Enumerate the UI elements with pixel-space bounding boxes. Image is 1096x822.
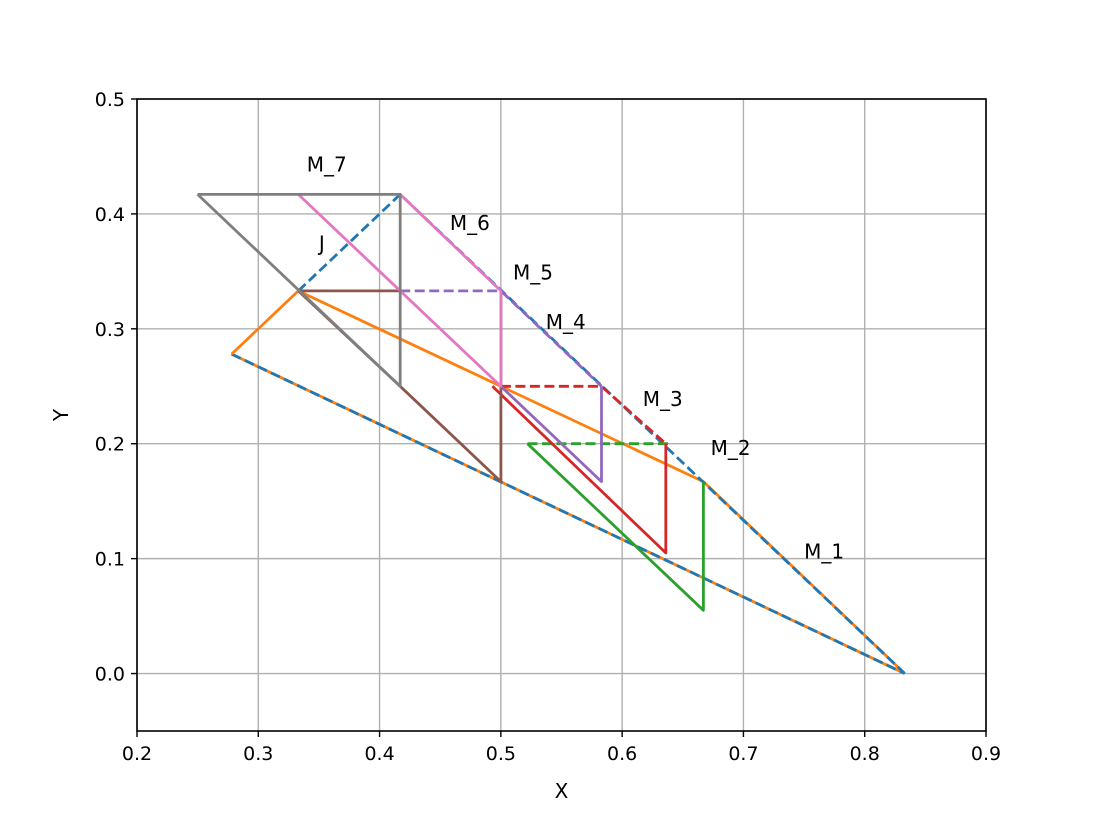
y-tick-label: 0.0 [95, 664, 125, 686]
series-line-8 [500, 384, 667, 445]
x-tick-label: 0.4 [364, 743, 394, 765]
series-line-10 [400, 289, 603, 388]
plot-frame [136, 98, 987, 732]
ticks [131, 98, 987, 737]
annotation-label: M_7 [307, 152, 347, 176]
annotations: M_1 M_2 M_3 M_4 M_5 M_6 M_7 J [307, 152, 844, 563]
y-tick-label: 0.1 [95, 549, 125, 571]
x-tick-label: 0.8 [850, 743, 880, 765]
series-line-7 [491, 385, 668, 555]
x-tick-label: 0.3 [243, 743, 273, 765]
annotation-label: J [317, 232, 325, 256]
x-tick-label: 0.9 [971, 743, 1001, 765]
annotation-label: M_6 [450, 211, 490, 235]
annotation-label: M_1 [804, 540, 844, 564]
y-tick-label: 0.2 [95, 434, 125, 456]
x-tick-label: 0.6 [607, 743, 637, 765]
x-tick-label: 0.5 [486, 743, 516, 765]
tick-labels: 0.2 0.3 0.4 0.5 0.6 0.7 0.8 0.9 0.0 0.1 0.2 0.3 0.4 0… [95, 89, 1001, 765]
annotation-label: M_3 [643, 387, 683, 411]
x-axis-label: X [555, 779, 569, 803]
annotation-label: M_5 [513, 260, 553, 284]
series-line-9 [499, 385, 603, 484]
series-line-14 [196, 192, 402, 388]
series-layer [196, 192, 906, 675]
x-tick-label: 0.2 [122, 743, 152, 765]
y-tick-label: 0.4 [95, 204, 125, 226]
y-tick-label: 0.3 [95, 319, 125, 341]
x-tick-label: 0.7 [728, 743, 758, 765]
series-line-2 [230, 352, 906, 675]
annotation-label: M_2 [711, 436, 751, 460]
y-axis-label: Y [49, 408, 73, 422]
annotation-label: M_4 [546, 310, 586, 334]
y-tick-label: 0.5 [95, 89, 125, 111]
series-line-5 [526, 442, 705, 612]
